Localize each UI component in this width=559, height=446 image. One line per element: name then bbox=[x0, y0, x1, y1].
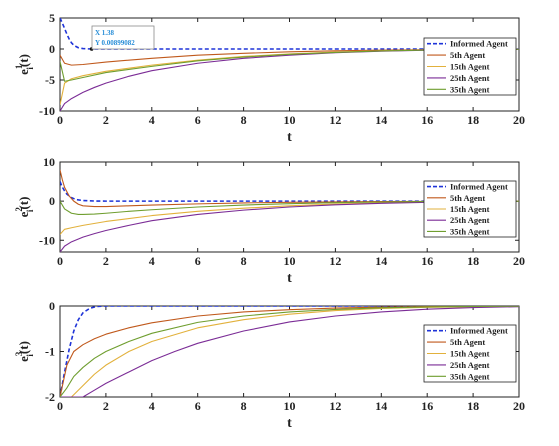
x-axis-label-2: t bbox=[287, 271, 292, 286]
x-tick-label: 20 bbox=[513, 113, 525, 127]
series-group bbox=[60, 169, 519, 252]
y-tick-label: 0 bbox=[49, 42, 55, 56]
legend-label: Informed Agent bbox=[450, 326, 508, 336]
x-tick-label: 2 bbox=[103, 399, 109, 413]
x-tick-label: 0 bbox=[57, 399, 63, 413]
x-tick-label: 8 bbox=[241, 254, 247, 268]
series-line-25th-agent bbox=[60, 306, 519, 397]
y-axis-label-3: e3i(t) bbox=[14, 341, 35, 362]
x-tick-label: 14 bbox=[375, 113, 387, 127]
series-line-25th-agent bbox=[60, 200, 519, 252]
x-tick-label: 20 bbox=[513, 399, 525, 413]
legend-label: 15th Agent bbox=[450, 62, 490, 72]
x-tick-label: 10 bbox=[284, 399, 296, 413]
legend-label: 25th Agent bbox=[450, 360, 490, 370]
legend-label: Informed Agent bbox=[450, 39, 508, 49]
legend-label: 25th Agent bbox=[450, 215, 490, 225]
x-tick-label: 0 bbox=[57, 113, 63, 127]
y-tick-label: 5 bbox=[49, 11, 55, 25]
x-tick-label: 16 bbox=[421, 399, 433, 413]
x-tick-label: 8 bbox=[241, 399, 247, 413]
x-tick-label: 12 bbox=[329, 113, 341, 127]
x-tick-label: 12 bbox=[329, 254, 341, 268]
series-line-35th-agent bbox=[60, 306, 519, 397]
y-axis-label-1: e1i(t) bbox=[14, 54, 35, 75]
series-line-35th-agent bbox=[60, 48, 519, 82]
y-tick-label: -2 bbox=[45, 390, 55, 404]
x-tick-label: 2 bbox=[103, 254, 109, 268]
y-axis-label-2: e2i(t) bbox=[14, 197, 35, 218]
x-tick-label: 18 bbox=[467, 254, 479, 268]
x-tick-label: 18 bbox=[467, 113, 479, 127]
legend-label: 25th Agent bbox=[450, 73, 490, 83]
x-tick-label: 16 bbox=[421, 254, 433, 268]
x-tick-label: 6 bbox=[195, 399, 201, 413]
x-tick-label: 6 bbox=[195, 254, 201, 268]
x-tick-label: 16 bbox=[421, 113, 433, 127]
x-tick-label: 4 bbox=[149, 254, 155, 268]
series-line-informed-agent bbox=[60, 306, 519, 397]
x-tick-label: 14 bbox=[375, 399, 387, 413]
x-axis-label-1: t bbox=[287, 130, 292, 145]
x-tick-label: 10 bbox=[284, 254, 296, 268]
y-tick-label: 0 bbox=[49, 194, 55, 208]
series-group bbox=[60, 306, 519, 397]
legend-label: 35th Agent bbox=[450, 226, 490, 236]
x-axis-label-3: t bbox=[287, 416, 292, 431]
y-tick-label: -5 bbox=[45, 73, 55, 87]
datatip[interactable]: X 1.38 Y 0.00899082 bbox=[89, 25, 155, 51]
legend-label: 5th Agent bbox=[450, 337, 485, 347]
x-tick-label: 10 bbox=[284, 113, 296, 127]
x-tick-label: 0 bbox=[57, 254, 63, 268]
x-tick-label: 6 bbox=[195, 113, 201, 127]
series-line-informed-agent bbox=[60, 18, 519, 50]
legend-label: 15th Agent bbox=[450, 349, 490, 359]
subplot-3: 0 2 4 6 8 10 12 14 16 18 20 0 -1 -2 t e3i(t) Informed Ag… bbox=[14, 299, 525, 431]
x-tick-label: 18 bbox=[467, 399, 479, 413]
x-tick-label: 4 bbox=[149, 399, 155, 413]
series-line-5th-agent bbox=[60, 169, 519, 208]
x-tick-label: 4 bbox=[149, 113, 155, 127]
x-tick-label: 20 bbox=[513, 254, 525, 268]
series-line-35th-agent bbox=[60, 200, 519, 215]
y-tick-label: -1 bbox=[45, 345, 55, 359]
subplot-1: 0 2 4 6 8 10 12 14 16 18 20 5 0 -5 -10 t e1i(t) Informed … bbox=[14, 11, 525, 145]
y-tick-label: 0 bbox=[49, 299, 55, 313]
y-tick-label: 10 bbox=[43, 155, 55, 169]
legend-label: 35th Agent bbox=[450, 371, 490, 381]
x-tick-label: 12 bbox=[329, 399, 341, 413]
x-tick-label: 8 bbox=[241, 113, 247, 127]
legend-label: 35th Agent bbox=[450, 84, 490, 94]
y-tick-label: -10 bbox=[39, 104, 55, 118]
legend-label: 5th Agent bbox=[450, 193, 485, 203]
y-tick-label: -10 bbox=[39, 233, 55, 247]
legend-label: 15th Agent bbox=[450, 204, 490, 214]
datatip-y-label: Y 0.00899082 bbox=[95, 39, 135, 47]
datatip-box bbox=[91, 25, 155, 50]
series-group bbox=[60, 18, 519, 111]
x-tick-label: 2 bbox=[103, 113, 109, 127]
legend-label: 5th Agent bbox=[450, 50, 485, 60]
x-tick-label: 14 bbox=[375, 254, 387, 268]
legend-label: Informed Agent bbox=[450, 182, 508, 192]
datatip-x-label: X 1.38 bbox=[95, 29, 115, 37]
